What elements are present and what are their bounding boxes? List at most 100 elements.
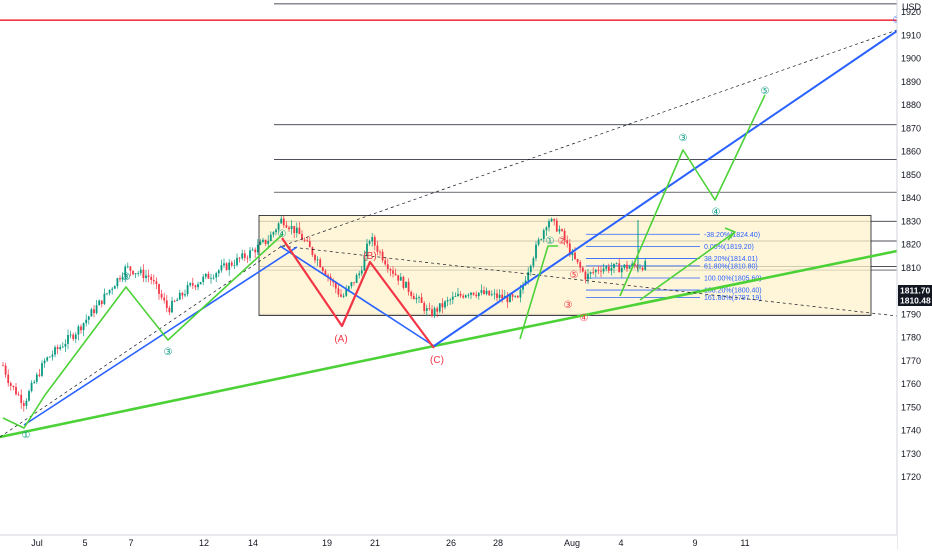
candle-body (425, 308, 428, 311)
price-tick-label: 1790 (901, 309, 921, 319)
candle-body (4, 365, 7, 375)
candle-body (324, 270, 327, 276)
time-tick-label: Jul (31, 538, 43, 548)
candle-body (334, 282, 337, 289)
price-tick-label: 1850 (901, 170, 921, 180)
candle-body (436, 308, 439, 312)
candle-body (259, 241, 262, 245)
candle-body (290, 226, 293, 230)
candle-body (186, 285, 189, 295)
price-tick-label: 1900 (901, 54, 921, 64)
candle-body (139, 269, 142, 274)
candle-body (210, 278, 212, 279)
candle-body (529, 265, 532, 273)
candle-body (342, 295, 345, 297)
candle-body (295, 227, 298, 234)
candle-body (87, 316, 90, 320)
candle-body (522, 285, 524, 290)
candle-body (254, 249, 257, 253)
candle-body (392, 270, 394, 274)
candle-body (563, 230, 566, 241)
time-axis-panel[interactable] (0, 535, 897, 550)
candle-body (607, 266, 610, 271)
candle-body (22, 403, 25, 406)
candle-body (85, 319, 88, 324)
wave-label: (C) (430, 355, 444, 366)
candle-body (51, 354, 54, 357)
candle-body (373, 237, 376, 246)
fib-level-label: 100.00%(1805.60) (704, 275, 762, 282)
wave-label: ② (558, 236, 567, 247)
candle-body (238, 257, 241, 259)
candle-body (80, 326, 82, 331)
candle-body (405, 281, 407, 288)
candle-body (178, 292, 181, 300)
price-badge-label: 1810.48 (900, 296, 931, 306)
price-tick-label: 1810 (901, 263, 921, 273)
candle-body (594, 269, 597, 273)
candle-body (576, 258, 579, 263)
candle-body (412, 295, 415, 300)
wave-label: ④ (580, 313, 589, 324)
candle-body (363, 255, 366, 271)
candle-body (488, 290, 491, 296)
candle-body (566, 240, 569, 244)
candle-body (90, 309, 93, 317)
wave-label: ⑤ (761, 86, 770, 97)
candle-body (340, 294, 342, 297)
candle-body (467, 294, 470, 296)
candle-body (433, 308, 436, 316)
candle-body (251, 249, 254, 251)
candle-body (93, 309, 95, 314)
candle-body (368, 241, 371, 244)
candle-body (43, 360, 46, 364)
candle-body (553, 218, 556, 221)
candle-body (451, 296, 454, 300)
candle-body (579, 262, 582, 268)
candle-body (12, 385, 15, 388)
candle-body (449, 299, 452, 301)
candle-body (381, 251, 384, 261)
candle-body (285, 225, 288, 228)
red-abc-correction (281, 237, 435, 349)
price-tick-label: 1920 (901, 7, 921, 17)
time-tick-label: 7 (128, 538, 133, 548)
candle-body (215, 273, 218, 278)
candle-body (423, 302, 426, 311)
candle-body (155, 281, 158, 285)
candle-body (571, 252, 574, 256)
candle-body (633, 263, 636, 266)
candle-body (2, 365, 4, 367)
candle-body (220, 265, 223, 271)
candle-body (217, 270, 220, 274)
dashed-resistance-line (281, 245, 898, 317)
candle-body (181, 292, 184, 296)
candle-body (480, 290, 483, 293)
price-tick-label: 1720 (901, 472, 921, 482)
candle-body (230, 262, 233, 266)
candle-body (137, 273, 140, 274)
fib-level-label: 138.20%(1800.40) (704, 288, 762, 295)
price-axis-panel[interactable] (897, 0, 932, 550)
candle-body (490, 294, 493, 296)
candle-body (35, 374, 38, 382)
candle-body (7, 374, 10, 384)
time-tick-label: 5 (82, 538, 87, 548)
fib-level-label: 61.80%(1810.80) (704, 263, 758, 270)
candle-body (555, 220, 558, 232)
candle-body (327, 275, 329, 277)
candle-body (77, 326, 80, 335)
candle-body (165, 300, 168, 308)
candle-body (615, 263, 618, 265)
candle-body (568, 243, 571, 256)
candle-body (618, 263, 621, 273)
green-wave-one (519, 245, 558, 340)
candle-body (350, 282, 353, 287)
candle-body (397, 275, 400, 281)
candle-body (535, 244, 537, 259)
candle-body (498, 294, 501, 298)
candle-body (376, 245, 379, 252)
